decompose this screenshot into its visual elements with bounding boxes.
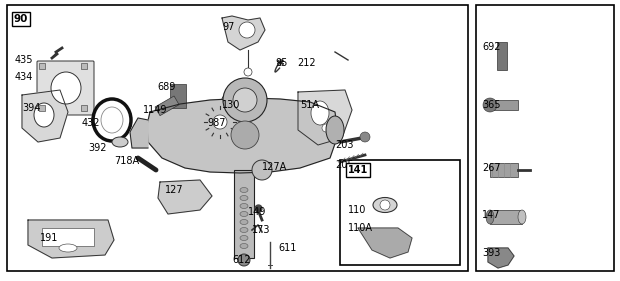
Ellipse shape — [240, 228, 248, 232]
Text: 149: 149 — [248, 207, 267, 217]
FancyBboxPatch shape — [37, 61, 94, 115]
Bar — [155, 96, 179, 116]
Ellipse shape — [518, 210, 526, 224]
Polygon shape — [358, 228, 412, 258]
Text: 435: 435 — [15, 55, 33, 65]
Text: 718A: 718A — [114, 156, 139, 166]
Text: 392: 392 — [88, 143, 107, 153]
Polygon shape — [130, 118, 148, 148]
Text: 191: 191 — [40, 233, 58, 243]
Ellipse shape — [322, 124, 330, 132]
Text: 130: 130 — [222, 100, 241, 110]
Circle shape — [206, 108, 234, 136]
Polygon shape — [147, 98, 338, 173]
Bar — [490, 163, 518, 177]
Text: 692: 692 — [482, 42, 500, 52]
Text: 611: 611 — [278, 243, 296, 253]
Ellipse shape — [240, 235, 248, 241]
Text: 612: 612 — [232, 255, 250, 265]
Text: 141: 141 — [348, 165, 368, 175]
Text: 127A: 127A — [262, 162, 287, 172]
Circle shape — [380, 200, 390, 210]
Circle shape — [213, 115, 227, 129]
Circle shape — [360, 132, 370, 142]
Polygon shape — [158, 180, 212, 214]
Ellipse shape — [311, 101, 329, 125]
Ellipse shape — [240, 219, 248, 225]
Text: 432: 432 — [82, 118, 100, 128]
Polygon shape — [28, 220, 114, 258]
Ellipse shape — [240, 187, 248, 192]
Bar — [7, 5, 468, 271]
Text: 127: 127 — [165, 185, 184, 195]
Bar — [39, 105, 45, 111]
Ellipse shape — [93, 99, 131, 141]
Text: 173: 173 — [252, 225, 270, 235]
Text: 110A: 110A — [348, 223, 373, 233]
Text: 97: 97 — [222, 22, 234, 32]
Text: 51A: 51A — [300, 100, 319, 110]
Ellipse shape — [326, 116, 344, 144]
Text: 394: 394 — [22, 103, 40, 113]
Polygon shape — [298, 90, 352, 145]
Bar — [497, 42, 507, 70]
Circle shape — [244, 68, 252, 76]
Ellipse shape — [51, 72, 81, 104]
Text: 212: 212 — [297, 58, 316, 68]
Ellipse shape — [240, 244, 248, 248]
Text: 434: 434 — [15, 72, 33, 82]
Bar — [39, 63, 45, 69]
Polygon shape — [222, 16, 265, 50]
Polygon shape — [488, 248, 514, 268]
Ellipse shape — [486, 210, 494, 224]
Polygon shape — [22, 90, 68, 142]
Ellipse shape — [34, 103, 54, 127]
Ellipse shape — [240, 212, 248, 216]
Circle shape — [239, 22, 255, 38]
Bar — [234, 170, 254, 258]
Ellipse shape — [240, 196, 248, 201]
Text: 365: 365 — [482, 100, 500, 110]
Text: 205: 205 — [335, 160, 353, 170]
Ellipse shape — [373, 198, 397, 212]
Ellipse shape — [221, 94, 235, 114]
Text: eReplacementParts.com: eReplacementParts.com — [169, 148, 331, 162]
Circle shape — [252, 160, 272, 180]
Bar — [81, 105, 87, 111]
Ellipse shape — [112, 137, 128, 147]
Text: 987: 987 — [207, 118, 226, 128]
Text: 689: 689 — [157, 82, 175, 92]
Circle shape — [223, 78, 267, 122]
Text: 1149: 1149 — [143, 105, 167, 115]
Text: 393: 393 — [482, 248, 500, 258]
Circle shape — [483, 98, 497, 112]
Bar — [340, 160, 460, 265]
Bar — [490, 100, 518, 110]
Bar — [81, 63, 87, 69]
Circle shape — [231, 121, 259, 149]
Text: 95: 95 — [275, 58, 288, 68]
Circle shape — [233, 88, 257, 112]
Circle shape — [238, 254, 250, 266]
Bar — [42, 228, 94, 246]
Ellipse shape — [240, 203, 248, 209]
Text: 203: 203 — [335, 140, 353, 150]
Bar — [490, 210, 522, 224]
Text: 110: 110 — [348, 205, 366, 215]
Ellipse shape — [59, 244, 77, 252]
Text: 90: 90 — [14, 14, 29, 24]
Ellipse shape — [101, 107, 123, 133]
Text: 147: 147 — [482, 210, 500, 220]
Bar — [170, 84, 186, 108]
Bar — [476, 5, 614, 271]
Text: 267: 267 — [482, 163, 500, 173]
